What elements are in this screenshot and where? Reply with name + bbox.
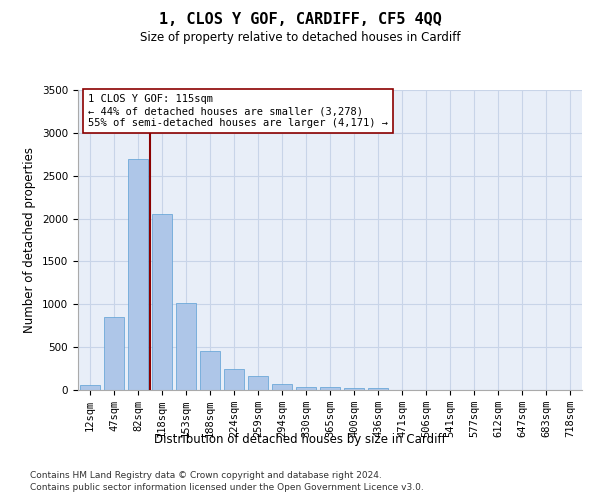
Text: Contains public sector information licensed under the Open Government Licence v3: Contains public sector information licen… bbox=[30, 484, 424, 492]
Text: Distribution of detached houses by size in Cardiff: Distribution of detached houses by size … bbox=[154, 432, 446, 446]
Bar bbox=[224, 368, 244, 390]
Bar bbox=[128, 158, 148, 390]
Bar bbox=[248, 376, 268, 390]
Text: Contains HM Land Registry data © Crown copyright and database right 2024.: Contains HM Land Registry data © Crown c… bbox=[30, 471, 382, 480]
Bar bbox=[272, 384, 292, 390]
Text: Size of property relative to detached houses in Cardiff: Size of property relative to detached ho… bbox=[140, 31, 460, 44]
Bar bbox=[152, 214, 172, 390]
Bar bbox=[368, 388, 388, 390]
Bar bbox=[296, 386, 316, 390]
Bar bbox=[104, 317, 124, 390]
Text: 1, CLOS Y GOF, CARDIFF, CF5 4QQ: 1, CLOS Y GOF, CARDIFF, CF5 4QQ bbox=[158, 12, 442, 28]
Bar bbox=[200, 352, 220, 390]
Bar bbox=[320, 386, 340, 390]
Bar bbox=[80, 385, 100, 390]
Text: 1 CLOS Y GOF: 115sqm
← 44% of detached houses are smaller (3,278)
55% of semi-de: 1 CLOS Y GOF: 115sqm ← 44% of detached h… bbox=[88, 94, 388, 128]
Bar bbox=[344, 388, 364, 390]
Y-axis label: Number of detached properties: Number of detached properties bbox=[23, 147, 37, 333]
Bar bbox=[176, 304, 196, 390]
